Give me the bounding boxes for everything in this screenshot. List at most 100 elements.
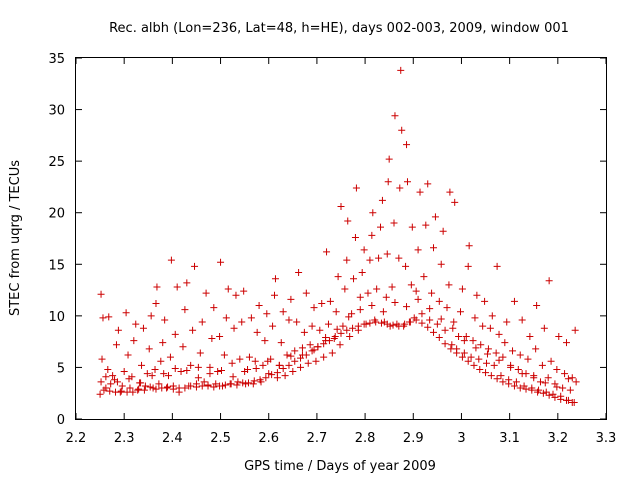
data-point <box>435 297 443 305</box>
data-point <box>328 349 336 357</box>
data-point <box>396 184 404 192</box>
data-point <box>424 323 432 331</box>
data-point <box>360 320 368 328</box>
data-point <box>343 256 351 264</box>
data-point <box>564 375 572 383</box>
data-point <box>112 388 120 396</box>
data-point <box>124 351 132 359</box>
data-point <box>153 283 161 291</box>
data-point <box>308 347 316 355</box>
data-point <box>331 332 339 340</box>
data-point <box>416 188 424 196</box>
data-point <box>104 365 112 373</box>
data-point <box>291 347 299 355</box>
data-point <box>302 351 310 359</box>
data-point <box>112 341 120 349</box>
data-point <box>553 383 561 391</box>
y-tick-label: 25 <box>48 155 65 170</box>
data-point <box>250 377 258 385</box>
data-point <box>306 341 314 349</box>
data-point <box>194 374 202 382</box>
data-point <box>337 203 345 211</box>
data-point <box>526 332 534 340</box>
data-point <box>518 316 526 324</box>
data-point <box>97 290 105 298</box>
data-point <box>343 326 351 334</box>
data-point <box>152 299 160 307</box>
data-point <box>268 371 276 379</box>
data-point <box>514 365 522 373</box>
data-point <box>113 378 121 386</box>
data-point <box>541 379 549 387</box>
data-point <box>450 318 458 326</box>
data-point <box>263 310 271 318</box>
data-point <box>369 209 377 217</box>
data-point <box>105 313 113 321</box>
data-point <box>490 361 498 369</box>
data-point <box>377 223 385 231</box>
data-point <box>484 345 492 353</box>
data-point <box>412 287 420 295</box>
data-point <box>287 295 295 303</box>
data-point <box>473 291 481 299</box>
x-tick-label: 2.2 <box>66 431 87 446</box>
data-point <box>265 370 273 378</box>
data-point <box>295 269 303 277</box>
data-point <box>562 339 570 347</box>
x-tick-label: 2.7 <box>307 431 328 446</box>
data-point <box>383 250 391 258</box>
data-point <box>364 289 372 297</box>
data-point <box>271 275 279 283</box>
data-point <box>483 359 491 367</box>
data-point <box>547 357 555 365</box>
data-point <box>169 385 177 393</box>
data-point <box>183 279 191 287</box>
data-point <box>477 341 485 349</box>
data-point <box>486 324 494 332</box>
data-point <box>377 319 385 327</box>
data-point <box>568 398 576 406</box>
data-point <box>194 363 202 371</box>
data-point <box>228 359 236 367</box>
data-point <box>476 365 484 373</box>
data-point <box>232 291 240 299</box>
data-point <box>391 298 399 306</box>
data-point <box>408 223 416 231</box>
data-point <box>495 356 503 364</box>
data-point <box>448 341 456 349</box>
data-point <box>151 365 159 373</box>
data-point <box>139 324 147 332</box>
data-point <box>350 275 358 283</box>
data-point <box>100 386 108 394</box>
data-point <box>140 386 148 394</box>
x-tick-label: 2.9 <box>403 431 424 446</box>
data-point <box>545 277 553 285</box>
data-point <box>479 322 487 330</box>
data-point <box>206 370 214 378</box>
data-point <box>167 256 175 264</box>
data-point <box>310 346 318 354</box>
data-point <box>149 384 157 392</box>
x-tick-label: 3 <box>457 431 465 446</box>
x-tick-label: 2.4 <box>162 431 183 446</box>
data-point <box>497 372 505 380</box>
data-point <box>298 344 306 352</box>
data-point <box>510 297 518 305</box>
data-point <box>238 318 246 326</box>
data-point <box>378 196 386 204</box>
y-axis-label: STEC from uqrg / TECUs <box>8 160 23 316</box>
data-point <box>297 354 305 362</box>
data-point <box>277 339 285 347</box>
data-point <box>158 384 166 392</box>
data-point <box>98 355 106 363</box>
data-point <box>245 353 253 361</box>
data-point <box>334 273 342 281</box>
data-point <box>398 126 406 134</box>
data-point <box>467 353 475 361</box>
data-point <box>214 368 222 376</box>
data-point <box>458 353 466 361</box>
data-point <box>99 314 107 322</box>
data-point <box>572 378 580 386</box>
data-point <box>566 386 574 394</box>
data-point <box>97 378 105 386</box>
